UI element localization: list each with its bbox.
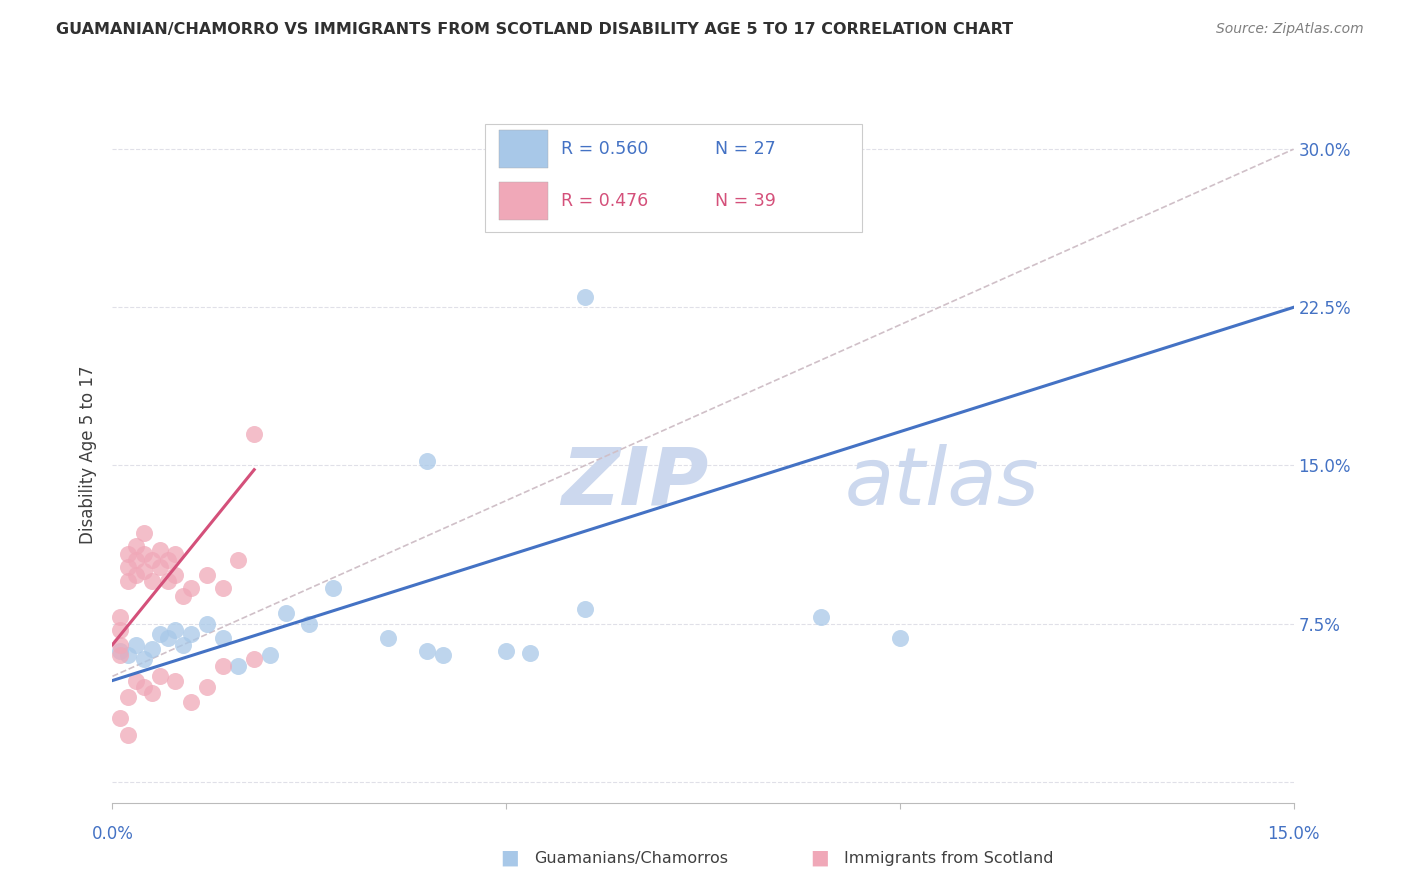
Point — [259, 648, 281, 663]
Point — [180, 581, 202, 595]
Point — [149, 627, 172, 641]
Point — [180, 627, 202, 641]
Point — [156, 632, 179, 646]
Y-axis label: Disability Age 5 to 17: Disability Age 5 to 17 — [79, 366, 97, 544]
Point — [110, 648, 132, 663]
Point — [195, 568, 218, 582]
Point — [141, 641, 163, 656]
Point — [165, 568, 187, 582]
Point — [172, 589, 194, 603]
Text: ▪: ▪ — [499, 844, 520, 872]
Point — [149, 559, 172, 574]
Point — [416, 454, 439, 468]
Text: GUAMANIAN/CHAMORRO VS IMMIGRANTS FROM SCOTLAND DISABILITY AGE 5 TO 17 CORRELATIO: GUAMANIAN/CHAMORRO VS IMMIGRANTS FROM SC… — [56, 22, 1014, 37]
Point — [180, 695, 202, 709]
Text: Guamanians/Chamorros: Guamanians/Chamorros — [534, 851, 728, 865]
Point — [149, 669, 172, 683]
Point — [156, 553, 179, 567]
Text: ZIP: ZIP — [561, 443, 709, 522]
Point — [141, 686, 163, 700]
Point — [117, 574, 139, 589]
Text: Source: ZipAtlas.com: Source: ZipAtlas.com — [1216, 22, 1364, 37]
Point — [141, 553, 163, 567]
Point — [117, 690, 139, 705]
Point — [889, 632, 911, 646]
Point — [117, 728, 139, 742]
Text: N = 39: N = 39 — [714, 192, 776, 210]
Point — [172, 638, 194, 652]
Point — [211, 581, 233, 595]
Point — [416, 644, 439, 658]
Point — [117, 559, 139, 574]
Point — [165, 673, 187, 688]
FancyBboxPatch shape — [499, 129, 548, 168]
Point — [125, 673, 148, 688]
Point — [574, 290, 596, 304]
Point — [377, 632, 399, 646]
Point — [110, 638, 132, 652]
Point — [125, 638, 148, 652]
Point — [243, 426, 266, 441]
Point — [195, 616, 218, 631]
Point — [298, 616, 321, 631]
Text: atlas: atlas — [845, 443, 1039, 522]
Text: ▪: ▪ — [808, 844, 830, 872]
Point — [110, 623, 132, 637]
Point — [322, 581, 344, 595]
Text: N = 27: N = 27 — [714, 140, 776, 158]
Point — [125, 568, 148, 582]
Point — [495, 644, 517, 658]
Point — [110, 644, 132, 658]
Point — [211, 632, 233, 646]
Point — [432, 648, 454, 663]
Point — [211, 658, 233, 673]
Point — [149, 542, 172, 557]
Point — [132, 564, 155, 578]
Point — [574, 602, 596, 616]
Text: 0.0%: 0.0% — [91, 825, 134, 843]
Point — [117, 648, 139, 663]
Point — [519, 646, 541, 660]
FancyBboxPatch shape — [499, 182, 548, 220]
Point — [810, 610, 832, 624]
Point — [228, 553, 250, 567]
FancyBboxPatch shape — [485, 124, 862, 232]
Point — [125, 553, 148, 567]
Point — [243, 652, 266, 666]
Point — [274, 606, 297, 620]
Point — [228, 658, 250, 673]
Point — [165, 547, 187, 561]
Text: R = 0.476: R = 0.476 — [561, 192, 648, 210]
Point — [117, 547, 139, 561]
Text: R = 0.560: R = 0.560 — [561, 140, 648, 158]
Point — [132, 547, 155, 561]
Point — [110, 711, 132, 725]
Point — [156, 574, 179, 589]
Point — [125, 539, 148, 553]
Point — [132, 680, 155, 694]
Text: Immigrants from Scotland: Immigrants from Scotland — [844, 851, 1053, 865]
Point — [141, 574, 163, 589]
Point — [110, 610, 132, 624]
Text: 15.0%: 15.0% — [1267, 825, 1320, 843]
Point — [132, 525, 155, 540]
Point — [132, 652, 155, 666]
Point — [195, 680, 218, 694]
Point — [165, 623, 187, 637]
